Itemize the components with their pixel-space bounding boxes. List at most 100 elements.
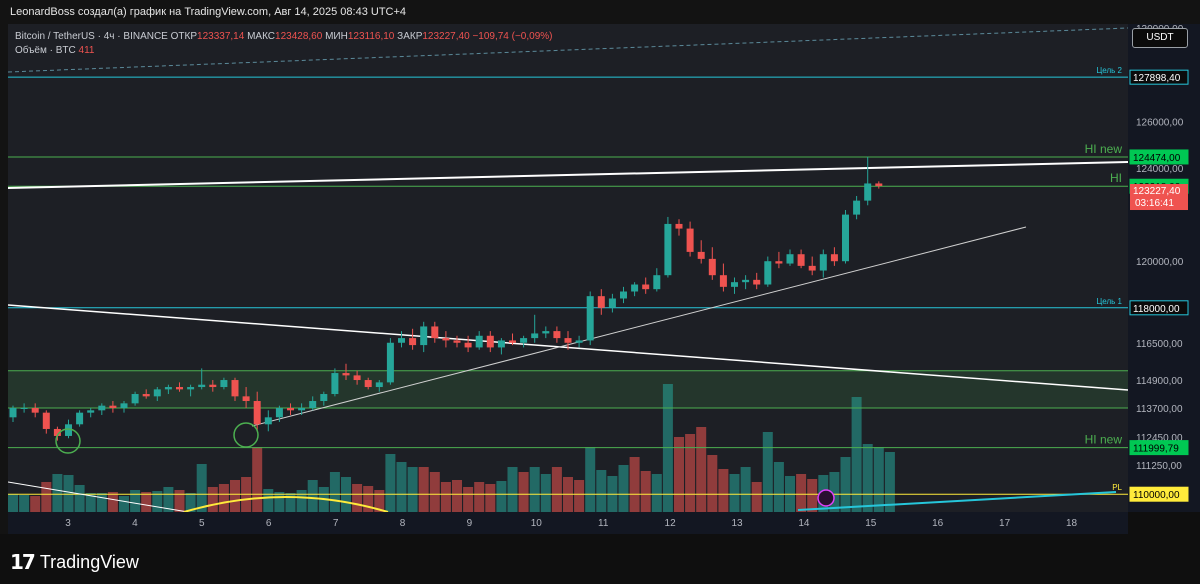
- candle-body[interactable]: [253, 401, 261, 425]
- candle-body[interactable]: [797, 254, 805, 266]
- candle-body[interactable]: [753, 279, 761, 285]
- candle-body[interactable]: [664, 223, 672, 276]
- candle-body[interactable]: [20, 408, 28, 409]
- price-level-tag[interactable]: [1129, 486, 1189, 502]
- candle-body[interactable]: [320, 394, 328, 402]
- candle-body[interactable]: [109, 405, 117, 408]
- candle-body[interactable]: [9, 408, 17, 418]
- current-price-tag[interactable]: [1130, 184, 1188, 211]
- candle-body[interactable]: [875, 183, 883, 187]
- price-level-tag[interactable]: [1129, 149, 1189, 165]
- candle-body[interactable]: [131, 394, 139, 404]
- candle-body[interactable]: [287, 408, 294, 411]
- candle-body[interactable]: [486, 335, 494, 348]
- candle-body[interactable]: [653, 275, 661, 290]
- candle-body[interactable]: [31, 408, 39, 413]
- volume-bar: [452, 480, 462, 512]
- candle-body[interactable]: [731, 282, 738, 287]
- candle-body[interactable]: [264, 417, 272, 425]
- volume-bar: [185, 493, 196, 512]
- candle-body[interactable]: [76, 412, 84, 425]
- candle-body[interactable]: [409, 338, 417, 346]
- ascending-trend-line[interactable]: [251, 226, 1027, 427]
- candle-body[interactable]: [819, 254, 827, 271]
- price-level-tag[interactable]: [1129, 69, 1189, 85]
- currency-button[interactable]: USDT: [1132, 28, 1188, 48]
- candle-body[interactable]: [164, 387, 172, 390]
- candle-body[interactable]: [420, 326, 428, 346]
- candle-body[interactable]: [242, 396, 250, 402]
- candlestick-chart[interactable]: Цель 2 HI new HI Цель 1 HI new PL: [8, 24, 1128, 512]
- candle-body[interactable]: [575, 340, 583, 343]
- candle-body[interactable]: [509, 340, 516, 343]
- candle-body[interactable]: [187, 387, 195, 390]
- candle-body[interactable]: [342, 373, 350, 376]
- price-level-tag[interactable]: [1129, 300, 1189, 316]
- candle-body[interactable]: [309, 401, 317, 408]
- candle-body[interactable]: [53, 428, 61, 436]
- candle-body[interactable]: [475, 335, 483, 348]
- candle-body[interactable]: [742, 279, 750, 283]
- candle-body[interactable]: [620, 291, 627, 299]
- candle-body[interactable]: [864, 183, 872, 201]
- symbol-title[interactable]: Bitcoin / TetherUS · 4ч · BINANCE: [15, 31, 168, 42]
- candle-body[interactable]: [209, 384, 217, 388]
- candle-body[interactable]: [708, 258, 716, 276]
- candle-body[interactable]: [597, 296, 605, 308]
- candle-body[interactable]: [719, 275, 727, 287]
- candle-body[interactable]: [120, 403, 128, 408]
- candle-body[interactable]: [775, 261, 783, 264]
- time-axis[interactable]: 3 4 5 6 7 8 9 10 11 12 13 14 15 16 17 18: [8, 512, 1128, 534]
- candle-body[interactable]: [153, 389, 161, 397]
- candle-body[interactable]: [375, 382, 383, 388]
- candle-body[interactable]: [531, 333, 539, 339]
- price-level-tag[interactable]: [1129, 440, 1189, 456]
- candle-body[interactable]: [642, 284, 650, 290]
- candle-body[interactable]: [786, 254, 794, 264]
- candle-body[interactable]: [176, 387, 183, 390]
- volume-bar: [174, 490, 185, 512]
- candle-body[interactable]: [142, 394, 150, 397]
- candle-body[interactable]: [275, 408, 283, 418]
- volume-bar: [551, 467, 562, 512]
- candle-body[interactable]: [453, 340, 461, 343]
- candle-body[interactable]: [464, 342, 472, 348]
- candle-body[interactable]: [497, 340, 505, 348]
- candle-body[interactable]: [65, 424, 72, 436]
- candle-body[interactable]: [87, 410, 95, 413]
- candle-body[interactable]: [564, 338, 572, 343]
- candle-body[interactable]: [608, 298, 616, 308]
- candle-body[interactable]: [431, 326, 439, 339]
- candle-body[interactable]: [830, 254, 838, 262]
- candle-body[interactable]: [853, 200, 861, 215]
- candle-body[interactable]: [220, 380, 228, 388]
- candle-body[interactable]: [764, 261, 772, 285]
- candle-body[interactable]: [298, 408, 306, 411]
- candle-body[interactable]: [542, 331, 550, 334]
- event-flash-icon[interactable]: [817, 489, 835, 507]
- chart-plot-area[interactable]: Цель 2 HI new HI Цель 1 HI new PL: [8, 24, 1128, 512]
- candle-body[interactable]: [808, 265, 816, 271]
- candle-body[interactable]: [42, 412, 50, 429]
- upper-trend-line[interactable]: [8, 161, 1128, 189]
- candle-body[interactable]: [697, 251, 705, 259]
- candle-body[interactable]: [842, 214, 849, 262]
- candle-body[interactable]: [520, 338, 528, 343]
- candle-body[interactable]: [398, 338, 405, 343]
- volume-label[interactable]: Объём · BTC: [15, 45, 76, 56]
- cyan-projection-line[interactable]: [797, 491, 1117, 511]
- candle-body[interactable]: [686, 228, 694, 252]
- candle-body[interactable]: [331, 373, 339, 395]
- candle-body[interactable]: [386, 342, 394, 383]
- candle-body[interactable]: [675, 223, 683, 229]
- candle-body[interactable]: [631, 284, 639, 292]
- candle-body[interactable]: [586, 296, 594, 341]
- candle-body[interactable]: [231, 380, 239, 397]
- candle-body[interactable]: [353, 375, 361, 381]
- candle-body[interactable]: [98, 405, 106, 411]
- candle-body[interactable]: [198, 384, 206, 388]
- candle-body[interactable]: [364, 380, 372, 388]
- candle-body[interactable]: [442, 338, 450, 341]
- price-axis[interactable]: 130000,00126000,00124000,00120000,001165…: [1128, 24, 1200, 512]
- candle-body[interactable]: [553, 331, 561, 339]
